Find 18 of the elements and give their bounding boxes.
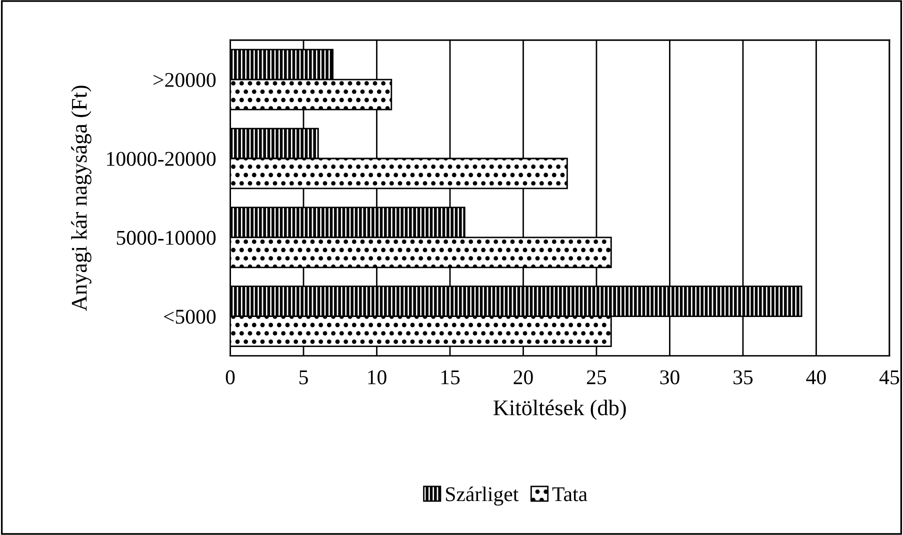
y-tick-label: >20000 bbox=[154, 72, 216, 88]
legend-label: Szárliget bbox=[446, 486, 519, 506]
y-tick-label: 10000-20000 bbox=[107, 152, 216, 166]
x-axis-title: Kitöltések (db) bbox=[494, 400, 626, 420]
y-tick-label: 5000-10000 bbox=[116, 230, 216, 245]
y-axis-title: Anyagi kár nagysága (Ft) bbox=[71, 86, 92, 311]
x-tick-label: 45 bbox=[879, 370, 900, 384]
x-tick-label: 20 bbox=[514, 370, 533, 384]
x-tick-label: 5 bbox=[300, 370, 308, 384]
x-tick-label: 10 bbox=[368, 370, 386, 384]
legend-label: Tata bbox=[552, 487, 588, 502]
x-tick-label: 40 bbox=[806, 370, 826, 384]
x-tick-label: 35 bbox=[734, 370, 753, 384]
x-tick-label: 15 bbox=[441, 370, 460, 384]
x-tick-label: 30 bbox=[660, 370, 680, 384]
x-tick-label: 25 bbox=[586, 370, 606, 384]
y-tick-label: <5000 bbox=[164, 310, 216, 324]
x-tick-label: 0 bbox=[226, 370, 235, 384]
